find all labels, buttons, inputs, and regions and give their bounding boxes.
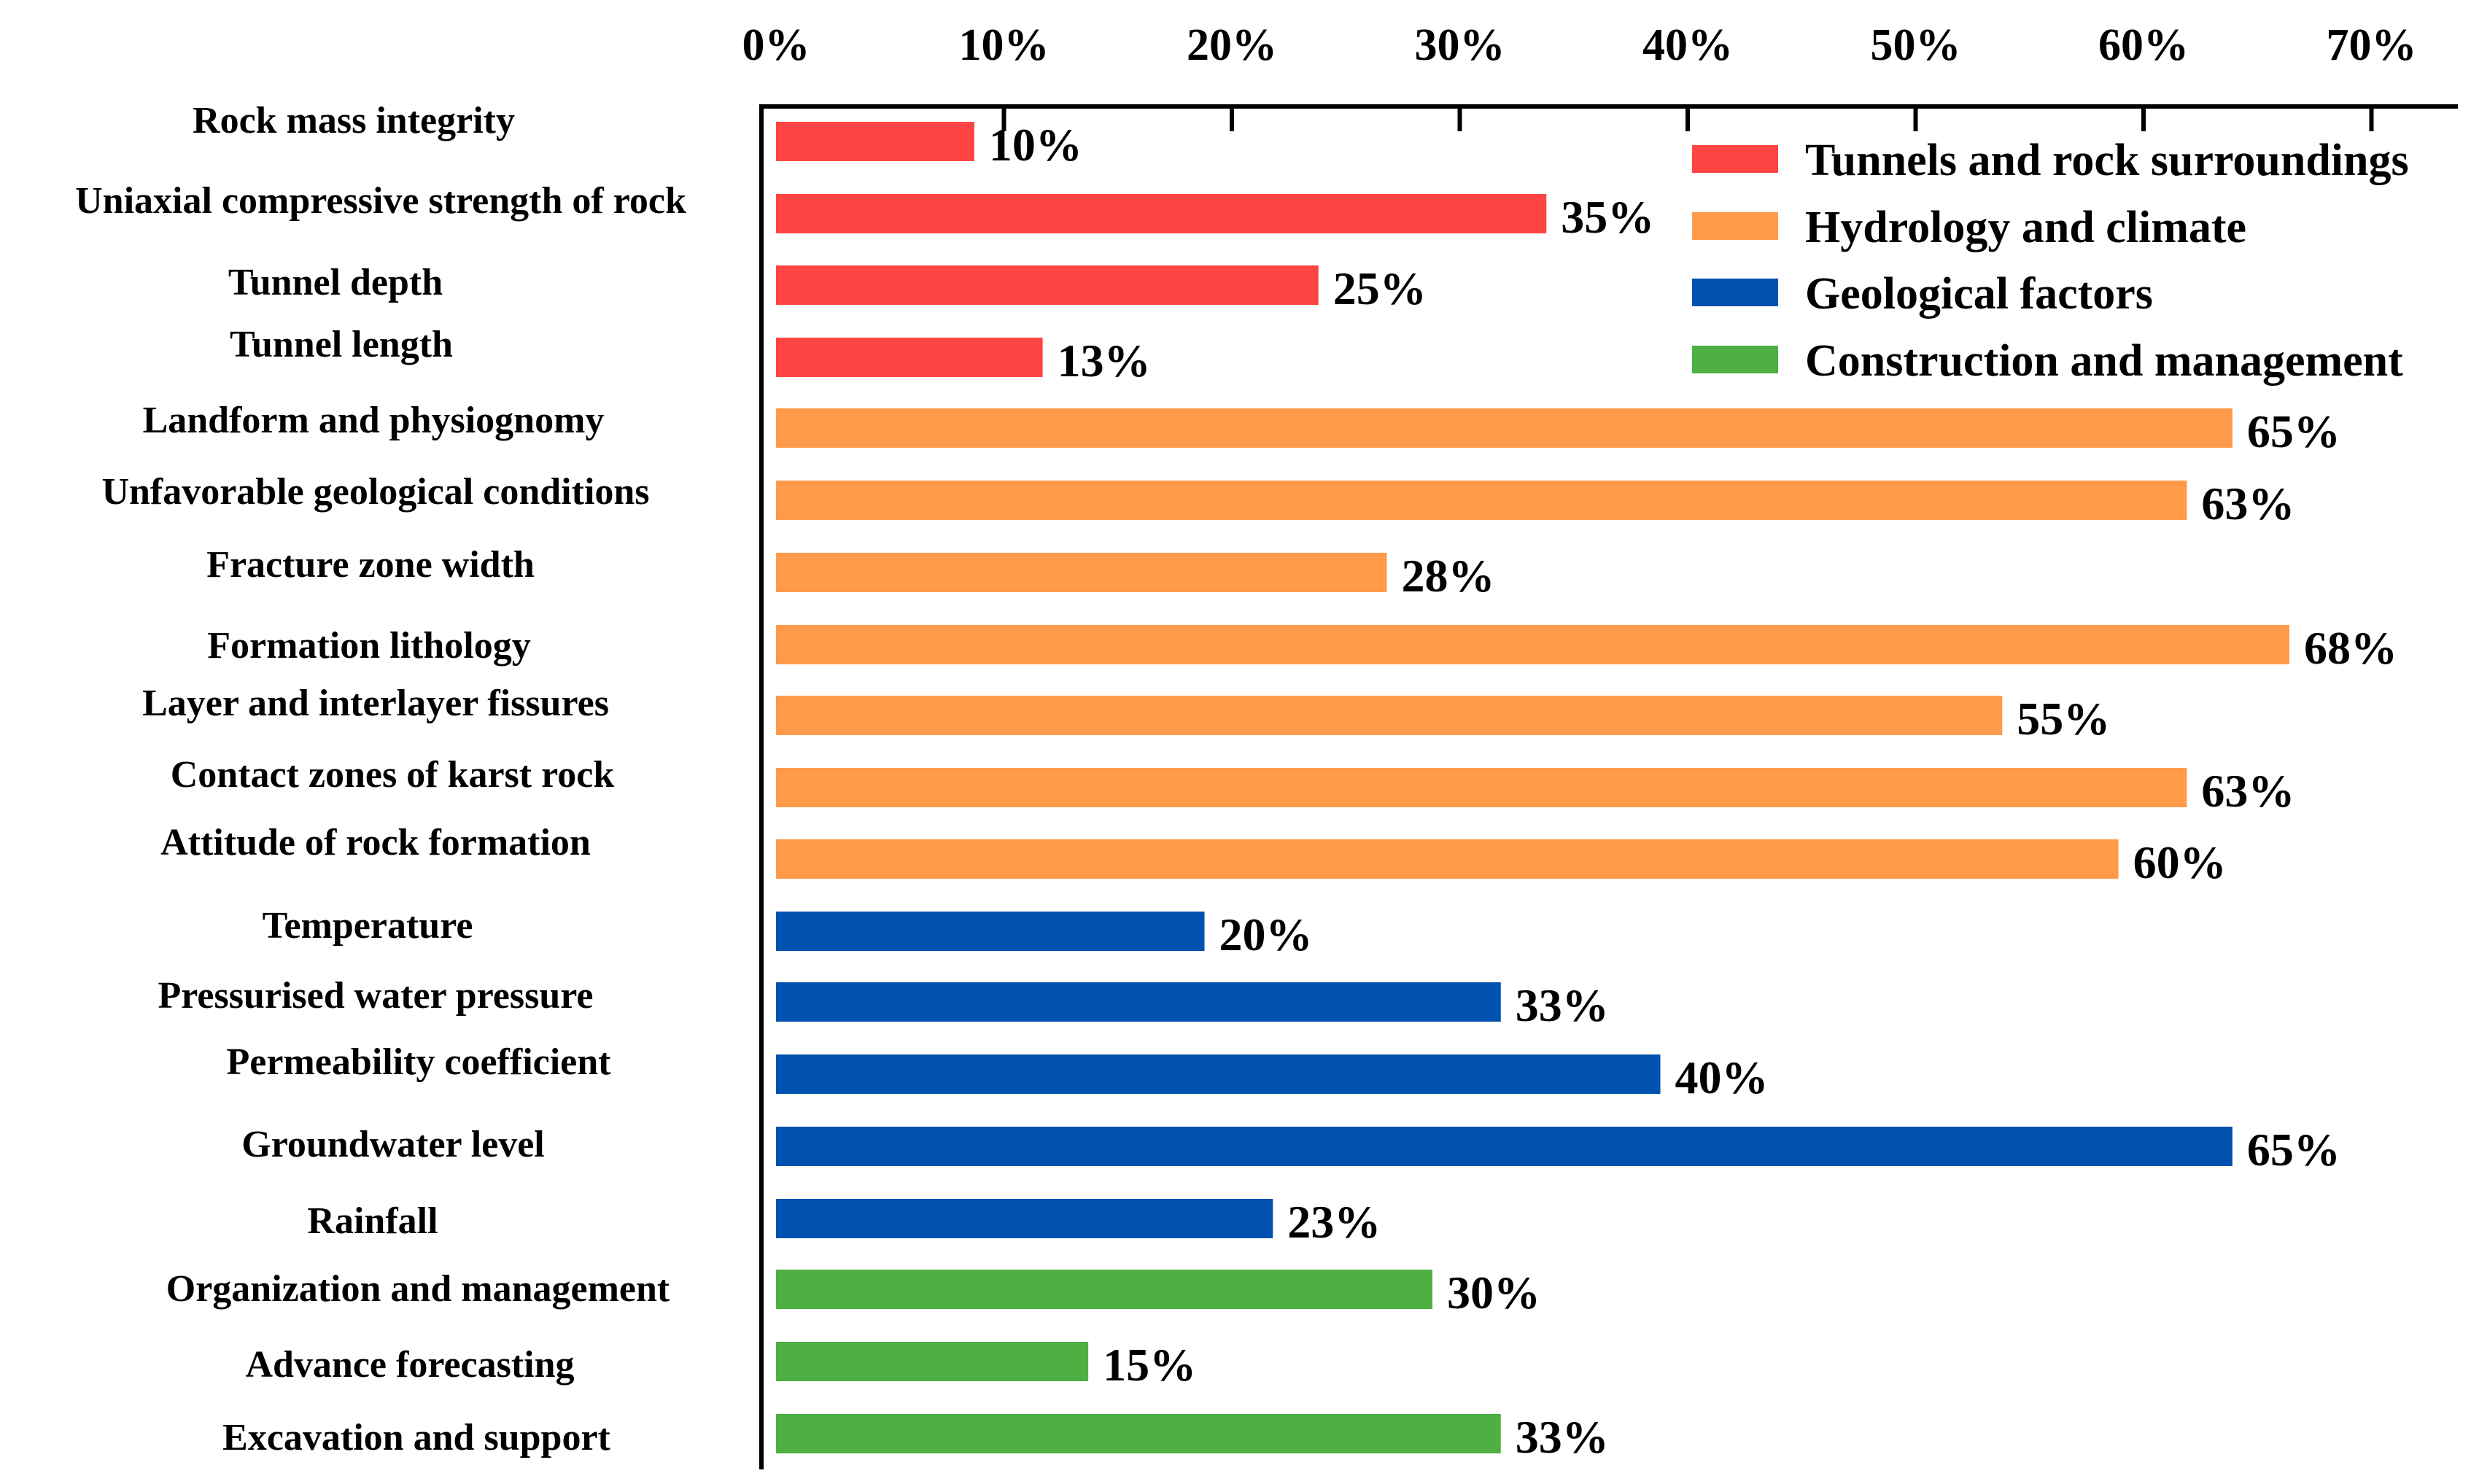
x-tick-label: 40%: [1642, 20, 1733, 70]
bar: [776, 481, 2187, 520]
bar: [776, 696, 2003, 735]
bar: [776, 625, 2289, 664]
data-label: 33%: [1516, 979, 1609, 1031]
category-label: Advance forecasting: [245, 1344, 574, 1386]
bar: [776, 408, 2233, 448]
category-label: Contact zones of karst rock: [171, 754, 615, 796]
bar: [776, 1199, 1273, 1238]
labels: Rock mass integrity 10% Uniaxial compressi…: [75, 100, 2397, 1463]
bar: [776, 553, 1387, 592]
bar: [776, 839, 2119, 879]
legend-swatch: [1692, 145, 1778, 173]
legend-label: Construction and management: [1805, 336, 2403, 386]
data-label: 28%: [1402, 550, 1495, 602]
category-label: Tunnel length: [230, 324, 453, 365]
data-label: 40%: [1675, 1052, 1769, 1103]
category-label: Uniaxial compressive strength of rock: [75, 180, 686, 222]
x-tick-label: 0%: [742, 20, 810, 70]
category-label: Unfavorable geological conditions: [101, 471, 649, 513]
category-label: Tunnel depth: [228, 262, 443, 303]
data-label: 63%: [2201, 765, 2294, 817]
legend: Tunnels and rock surroundings Hydrology a…: [1692, 136, 2409, 386]
category-label: Organization and management: [166, 1268, 670, 1310]
bar: [776, 1270, 1432, 1309]
category-label: Formation lithology: [207, 625, 530, 667]
category-label: Temperature: [263, 905, 473, 947]
bar: [776, 1342, 1089, 1381]
data-label: 63%: [2201, 478, 2294, 529]
legend-swatch: [1692, 212, 1778, 240]
category-label: Groundwater level: [241, 1124, 545, 1165]
data-label: 68%: [2304, 622, 2397, 674]
axes: 0% 10% 20% 30% 40% 50% 60% 70%: [742, 20, 2458, 1469]
bar: [776, 338, 1043, 377]
x-tick-label: 70%: [2327, 20, 2417, 70]
bar: [776, 982, 1501, 1022]
legend-label: Tunnels and rock surroundings: [1805, 136, 2409, 185]
legend-swatch: [1692, 346, 1778, 373]
category-label: Attitude of rock formation: [160, 822, 591, 863]
category-label: Rainfall: [307, 1200, 438, 1242]
bar: [776, 912, 1205, 951]
data-label: 35%: [1561, 191, 1654, 243]
category-label: Permeability coefficient: [227, 1041, 612, 1083]
bar: [776, 1414, 1501, 1453]
data-label: 23%: [1287, 1196, 1381, 1248]
bars: [776, 122, 2289, 1453]
category-label: Rock mass integrity: [193, 100, 515, 141]
legend-swatch: [1692, 279, 1778, 306]
data-label: 10%: [989, 119, 1082, 171]
bar: [776, 1054, 1661, 1094]
category-label: Landform and physiognomy: [143, 400, 605, 441]
bar: [776, 194, 1547, 233]
data-label: 20%: [1219, 909, 1313, 960]
x-tick-label: 30%: [1415, 20, 1505, 70]
data-label: 60%: [2133, 836, 2227, 888]
data-label: 15%: [1103, 1339, 1196, 1391]
category-label: Pressurised water pressure: [158, 975, 594, 1017]
category-label: Layer and interlayer fissures: [142, 683, 609, 724]
bar: [776, 265, 1319, 305]
bar: [776, 768, 2187, 807]
x-tick-label: 20%: [1187, 20, 1277, 70]
x-tick-label: 60%: [2098, 20, 2189, 70]
x-tick-label: 10%: [959, 20, 1050, 70]
bar: [776, 1127, 2233, 1166]
data-label: 55%: [2017, 693, 2110, 745]
category-label: Fracture zone width: [206, 544, 535, 586]
x-tick-label: 50%: [1871, 20, 1961, 70]
data-label: 25%: [1333, 263, 1427, 314]
category-label: Excavation and support: [222, 1417, 610, 1458]
data-label: 65%: [2247, 1124, 2340, 1176]
bar: [776, 122, 974, 161]
legend-label: Hydrology and climate: [1805, 203, 2246, 252]
data-label: 30%: [1447, 1267, 1540, 1318]
data-label: 65%: [2247, 405, 2340, 457]
data-label: 13%: [1058, 335, 1151, 386]
legend-label: Geological factors: [1805, 269, 2153, 319]
data-label: 33%: [1516, 1411, 1609, 1463]
